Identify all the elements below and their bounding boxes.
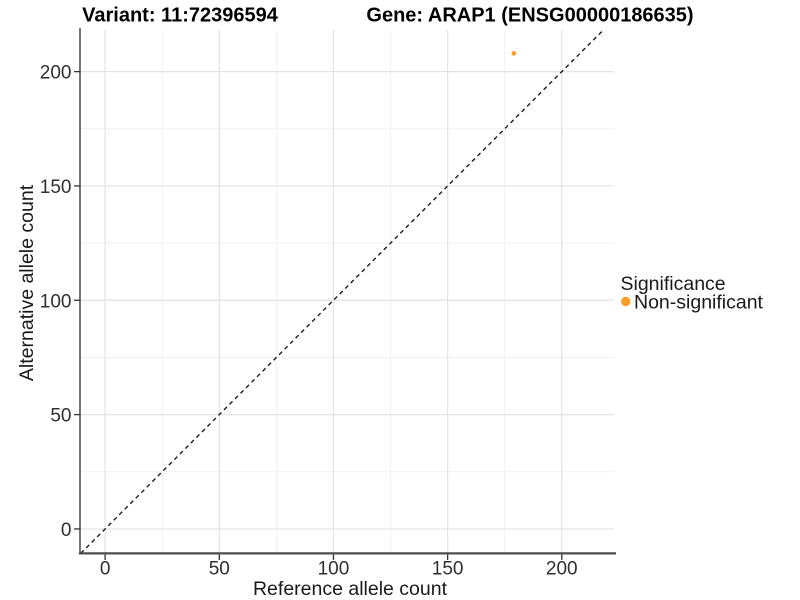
identity-line-layer <box>80 29 604 554</box>
x-tick-label: 0 <box>100 559 111 580</box>
data-point <box>511 51 517 56</box>
axis-ticks-layer <box>74 70 563 560</box>
y-tick-label: 150 <box>40 177 72 198</box>
x-tick-label: 150 <box>432 559 464 580</box>
x-tick-label: 100 <box>318 559 350 580</box>
y-tick-label: 0 <box>61 520 72 541</box>
major-gridlines <box>80 30 615 554</box>
y-axis-label: Alternative allele count <box>16 184 38 381</box>
plot-title-variant: Variant: 11:72396594 <box>82 5 279 27</box>
tick-labels-layer: 0 50 100 150 200 0 50 100 150 200 <box>40 63 578 580</box>
legend-title: Significance <box>621 273 726 295</box>
x-tick-label: 50 <box>209 559 230 580</box>
legend-item-label: Non-significant <box>634 292 764 314</box>
x-tick-label: 200 <box>546 559 578 580</box>
y-tick-label: 200 <box>40 63 72 84</box>
legend-marker-non-significant-icon <box>621 296 631 307</box>
x-axis-label: Reference allele count <box>253 578 448 600</box>
plot-title-gene: Gene: ARAP1 (ENSG00000186635) <box>366 5 693 27</box>
y-tick-label: 50 <box>50 406 71 427</box>
identity-line <box>80 29 604 554</box>
minor-gridlines <box>80 30 615 554</box>
y-tick-label: 100 <box>40 291 72 312</box>
data-points-layer <box>511 51 517 56</box>
